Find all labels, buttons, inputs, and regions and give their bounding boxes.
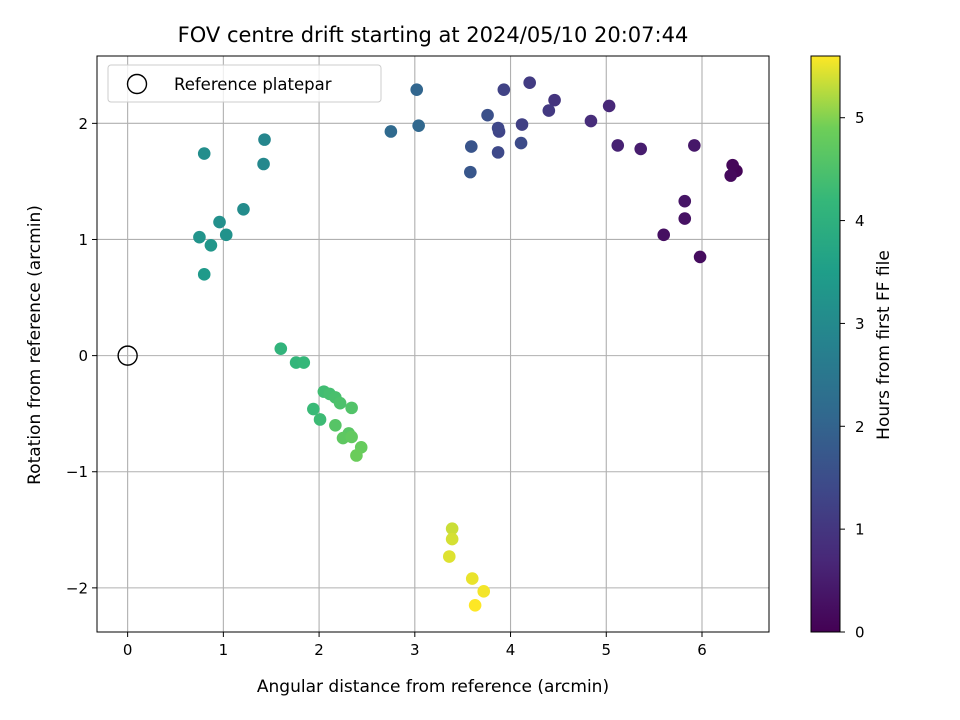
data-point bbox=[258, 133, 271, 146]
grid bbox=[97, 56, 769, 632]
legend: Reference platepar bbox=[107, 64, 382, 103]
data-point bbox=[468, 598, 482, 612]
x-tick-label: 0 bbox=[123, 641, 133, 659]
data-point bbox=[491, 146, 505, 159]
data-point bbox=[634, 142, 648, 156]
x-tick-label: 1 bbox=[219, 641, 229, 659]
data-point bbox=[313, 413, 327, 426]
data-point bbox=[724, 169, 738, 182]
data-point bbox=[307, 402, 320, 416]
data-point bbox=[693, 250, 707, 264]
data-point bbox=[329, 418, 342, 432]
data-point bbox=[445, 532, 459, 546]
data-point bbox=[193, 230, 206, 244]
data-point bbox=[678, 194, 692, 208]
plot-frame bbox=[96, 55, 770, 633]
data-point bbox=[657, 228, 671, 242]
data-point bbox=[333, 396, 347, 410]
data-point bbox=[491, 121, 505, 135]
x-axis-label: Angular distance from reference (arcmin) bbox=[257, 677, 609, 697]
x-tick-label: 4 bbox=[506, 641, 516, 659]
y-tick-label: −2 bbox=[66, 579, 88, 597]
data-point bbox=[237, 202, 250, 216]
colorbar-ticks: 0 1 2 3 4 5 bbox=[840, 109, 865, 642]
colorbar-tick-label: 5 bbox=[855, 109, 865, 127]
colorbar: 0 1 2 3 4 5 Hours from first FF file bbox=[810, 55, 894, 642]
colorbar-label: Hours from first FF file bbox=[874, 250, 894, 440]
data-point bbox=[523, 76, 536, 90]
data-point bbox=[542, 104, 556, 117]
x-tick-label: 5 bbox=[601, 641, 611, 659]
data-point bbox=[497, 83, 511, 96]
data-point bbox=[688, 139, 701, 152]
x-tick-label: 6 bbox=[697, 641, 707, 659]
y-tick-label: 2 bbox=[78, 115, 88, 133]
data-point bbox=[602, 99, 616, 113]
data-point bbox=[257, 157, 270, 171]
data-point bbox=[477, 585, 491, 598]
y-axis-label: Rotation from reference (arcmin) bbox=[25, 205, 45, 485]
data-point bbox=[204, 238, 218, 252]
data-point bbox=[465, 572, 479, 585]
y-tick-label: 0 bbox=[78, 347, 88, 365]
x-tick-label: 2 bbox=[314, 641, 324, 659]
scatter-points bbox=[117, 76, 743, 612]
x-axis-ticks: 0 1 2 3 4 5 6 bbox=[123, 632, 707, 659]
colorbar-tick-label: 4 bbox=[855, 212, 865, 230]
x-tick-label: 3 bbox=[410, 641, 420, 659]
data-point bbox=[584, 114, 598, 128]
data-point bbox=[481, 108, 494, 122]
legend-reference-marker bbox=[126, 73, 148, 95]
reference-platepar-marker bbox=[117, 345, 138, 366]
data-point bbox=[219, 228, 233, 242]
legend-box bbox=[107, 64, 382, 103]
data-point bbox=[213, 215, 226, 229]
y-tick-label: 1 bbox=[78, 231, 88, 249]
data-point bbox=[464, 165, 477, 179]
data-point bbox=[464, 140, 478, 153]
plot-axes bbox=[96, 55, 770, 633]
data-point bbox=[274, 342, 288, 355]
data-point bbox=[384, 125, 398, 138]
colorbar-gradient bbox=[810, 55, 841, 633]
data-point bbox=[445, 522, 459, 535]
data-point bbox=[345, 401, 358, 415]
data-point bbox=[726, 158, 739, 172]
data-point bbox=[412, 119, 425, 132]
data-point bbox=[410, 83, 424, 96]
data-point bbox=[514, 136, 528, 150]
legend-reference-label: Reference platepar bbox=[174, 75, 332, 94]
colorbar-tick-label: 2 bbox=[855, 418, 865, 436]
data-point bbox=[297, 356, 311, 369]
data-point bbox=[678, 212, 692, 225]
chart-title: FOV centre drift starting at 2024/05/10 … bbox=[178, 23, 689, 47]
data-point bbox=[515, 118, 529, 131]
y-tick-label: −1 bbox=[66, 463, 88, 481]
y-axis-ticks: −2 −1 0 1 2 bbox=[66, 115, 97, 597]
colorbar-tick-label: 3 bbox=[855, 315, 865, 333]
data-point bbox=[350, 449, 363, 462]
colorbar-tick-label: 1 bbox=[855, 521, 865, 539]
data-point bbox=[197, 268, 211, 281]
data-point bbox=[197, 147, 211, 160]
colorbar-tick-label: 0 bbox=[855, 624, 865, 642]
data-point bbox=[548, 93, 561, 107]
data-point bbox=[442, 550, 456, 563]
data-point bbox=[611, 139, 625, 152]
data-point bbox=[345, 430, 358, 444]
